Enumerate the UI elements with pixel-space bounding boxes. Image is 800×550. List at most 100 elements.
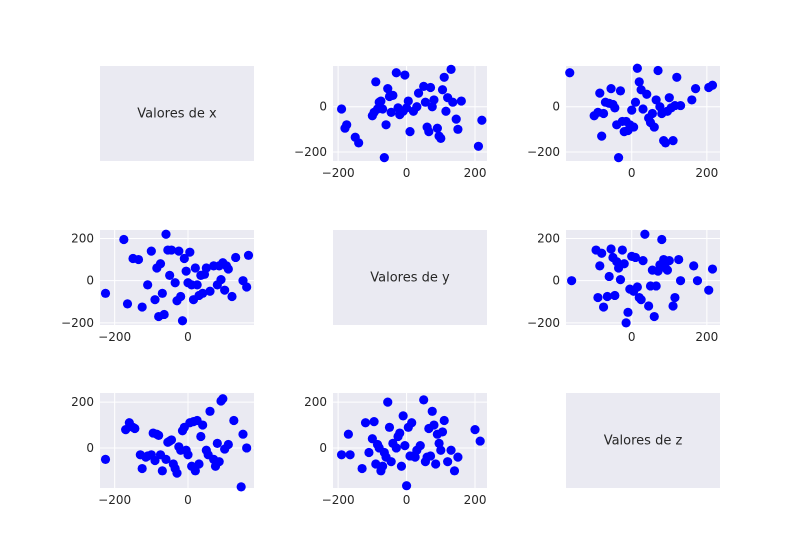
data-point [425, 451, 436, 461]
data-point [604, 271, 614, 282]
data-point [448, 97, 458, 107]
diagonal-label: Valores de y [370, 271, 450, 286]
data-point [196, 431, 206, 442]
data-point [598, 302, 609, 312]
data-point [477, 115, 487, 125]
data-point [449, 466, 460, 476]
data-point [707, 80, 718, 90]
data-point [642, 89, 652, 99]
data-point [690, 84, 701, 94]
data-point [143, 280, 153, 290]
data-point [179, 253, 189, 264]
data-point [649, 311, 659, 322]
data-point [606, 84, 616, 94]
diagonal-panel-1: Valores de x [100, 66, 254, 161]
scatter-panel-x-vs-z: 0 200 0 −200 [527, 63, 720, 180]
data-point [632, 63, 642, 73]
data-point [201, 263, 211, 273]
data-point [630, 97, 641, 107]
data-point [453, 124, 463, 134]
data-point [403, 96, 413, 106]
diagonal-panel-background [566, 393, 720, 488]
data-point [137, 463, 147, 474]
data-point [630, 252, 641, 263]
data-point [638, 256, 648, 266]
data-point [473, 141, 484, 151]
data-point [165, 270, 175, 280]
data-point [638, 104, 648, 114]
data-point [181, 266, 191, 276]
x-tick-label: 200 [464, 166, 487, 180]
data-point [242, 282, 252, 292]
data-point [166, 245, 177, 255]
data-point [619, 259, 629, 269]
data-point [223, 264, 233, 274]
scatter-panel-y-vs-x: −200 0 200 0 −200 [61, 229, 254, 344]
data-point [119, 234, 129, 245]
data-point [424, 126, 434, 137]
x-tick-label: 0 [628, 166, 636, 180]
data-point [150, 295, 160, 305]
y-tick-label: −200 [527, 316, 560, 330]
data-point [121, 425, 131, 435]
diagonal-panel-2: Valores de y [333, 230, 487, 325]
data-point [437, 85, 448, 95]
data-point [675, 100, 686, 111]
data-point [640, 229, 650, 239]
data-point [602, 291, 612, 302]
scatter-panel-z-vs-x: −200 0 200 0 [71, 393, 254, 507]
data-point [419, 81, 429, 91]
x-tick-label: −200 [98, 330, 131, 344]
data-point [216, 275, 226, 285]
y-tick-label: −200 [61, 316, 94, 330]
data-point [707, 264, 718, 274]
data-point [379, 153, 389, 163]
points [100, 394, 252, 492]
data-point [354, 138, 364, 148]
data-point [420, 97, 430, 107]
data-point [194, 459, 204, 469]
data-point [613, 153, 624, 163]
data-point [629, 122, 639, 132]
panel-background [333, 393, 487, 488]
data-point [100, 288, 111, 298]
y-tick-label: 0 [552, 274, 560, 288]
data-point [431, 459, 441, 469]
diagonal-panel-background [333, 230, 487, 325]
data-point [172, 468, 182, 478]
y-tick-label: 0 [319, 441, 327, 455]
data-point [674, 254, 684, 265]
data-point [653, 65, 663, 76]
data-point [243, 250, 254, 260]
diagonal-label: Valores de z [604, 434, 683, 449]
data-point [662, 265, 673, 275]
points [336, 395, 485, 491]
data-point [205, 406, 215, 416]
data-point [615, 86, 626, 96]
data-point [401, 481, 412, 491]
data-point [395, 428, 405, 438]
data-point [212, 438, 222, 448]
data-point [376, 96, 386, 106]
data-point [342, 120, 352, 130]
y-tick-label: 0 [86, 274, 94, 288]
data-point [336, 104, 347, 114]
data-point [384, 422, 395, 432]
data-point [223, 439, 233, 450]
data-point [364, 447, 374, 458]
data-point [345, 450, 355, 460]
x-tick-label: 0 [628, 330, 636, 344]
panels-layer: Valores de x Valores de y Valores de z −200… [61, 63, 720, 507]
data-point [651, 95, 661, 105]
x-tick-label: 0 [184, 493, 192, 507]
data-point [670, 292, 680, 303]
data-point [412, 102, 422, 112]
data-point [185, 247, 195, 257]
x-tick-label: 0 [403, 166, 411, 180]
data-point [133, 254, 144, 265]
data-point [632, 282, 642, 292]
data-point [453, 452, 463, 462]
data-point [439, 415, 449, 426]
data-point [383, 397, 393, 407]
